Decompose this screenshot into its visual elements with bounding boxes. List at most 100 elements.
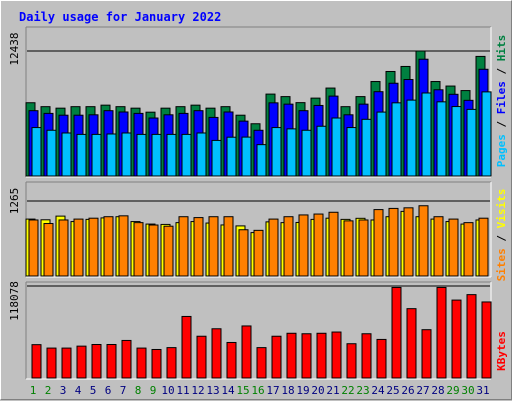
x-tick-label-day-16: 16 xyxy=(251,384,264,397)
bar-pages-day-16 xyxy=(256,144,267,177)
legend-hits-files-pages: Pages / Files / Hits xyxy=(495,35,508,168)
x-tick-label-day-24: 24 xyxy=(371,384,385,397)
bar-pages-day-18 xyxy=(286,128,297,177)
bar-pages-day-10 xyxy=(166,133,177,177)
bar-kbytes-day-21 xyxy=(331,331,342,379)
legend-entry-sites: Sites xyxy=(495,248,508,281)
bar-kbytes-day-9 xyxy=(151,348,162,379)
bar-sites-day-10 xyxy=(163,225,174,277)
bar-pages-day-17 xyxy=(271,127,282,177)
bar-sites-day-24 xyxy=(373,209,384,277)
bar-pages-day-4 xyxy=(76,133,87,177)
y-max-label-visits-sites: 1265 xyxy=(8,188,21,215)
legend-separator: / xyxy=(495,228,508,248)
bar-sites-day-19 xyxy=(298,214,309,277)
bar-kbytes-day-11 xyxy=(181,315,192,379)
bar-sites-day-7 xyxy=(118,215,129,277)
bar-sites-day-2 xyxy=(43,223,54,277)
bar-pages-day-1 xyxy=(31,127,42,177)
bar-pages-day-5 xyxy=(91,133,102,177)
x-tick-label-day-1: 1 xyxy=(30,384,37,397)
bar-kbytes-day-5 xyxy=(91,343,102,379)
bar-sites-day-25 xyxy=(388,207,399,277)
bar-pages-day-15 xyxy=(241,136,252,177)
bar-sites-day-1 xyxy=(28,219,39,277)
bar-pages-day-2 xyxy=(46,129,57,177)
bar-pages-day-3 xyxy=(61,132,72,177)
bar-kbytes-day-17 xyxy=(271,335,282,379)
bar-kbytes-day-27 xyxy=(421,329,432,379)
x-tick-label-day-12: 12 xyxy=(191,384,204,397)
bar-kbytes-day-20 xyxy=(316,332,327,379)
x-tick-label-day-7: 7 xyxy=(120,384,127,397)
y-max-label-kbytes: 118078 xyxy=(8,281,21,321)
bar-sites-day-11 xyxy=(178,216,189,277)
x-tick-label-day-8: 8 xyxy=(135,384,142,397)
bar-sites-day-3 xyxy=(58,219,69,277)
x-tick-label-day-28: 28 xyxy=(431,384,444,397)
bar-pages-day-20 xyxy=(316,125,327,177)
bar-pages-day-13 xyxy=(211,139,222,177)
bar-kbytes-day-26 xyxy=(406,308,417,379)
bar-kbytes-day-1 xyxy=(31,344,42,379)
x-tick-label-day-25: 25 xyxy=(386,384,399,397)
x-tick-label-day-27: 27 xyxy=(416,384,429,397)
bar-kbytes-day-25 xyxy=(391,286,402,379)
bar-sites-day-29 xyxy=(448,218,459,277)
bar-kbytes-day-10 xyxy=(166,347,177,379)
bar-kbytes-day-2 xyxy=(46,347,57,379)
bar-kbytes-day-7 xyxy=(121,339,132,379)
bar-pages-day-24 xyxy=(376,111,387,177)
bar-kbytes-day-15 xyxy=(241,325,252,379)
x-tick-label-day-5: 5 xyxy=(90,384,97,397)
x-tick-label-day-31: 31 xyxy=(476,384,489,397)
bar-pages-day-6 xyxy=(106,133,117,177)
bar-pages-day-19 xyxy=(301,129,312,177)
bar-kbytes-day-19 xyxy=(301,333,312,379)
x-tick-label-day-4: 4 xyxy=(75,384,82,397)
bar-kbytes-day-12 xyxy=(196,335,207,379)
bar-sites-day-22 xyxy=(343,220,354,277)
bar-pages-day-23 xyxy=(361,118,372,177)
legend-separator: / xyxy=(495,114,508,134)
bar-kbytes-day-8 xyxy=(136,347,147,379)
bar-pages-day-8 xyxy=(136,133,147,177)
bar-kbytes-day-31 xyxy=(481,301,492,379)
bar-sites-day-15 xyxy=(238,229,249,277)
bar-pages-day-28 xyxy=(436,101,447,177)
bar-sites-day-12 xyxy=(193,217,204,277)
x-tick-label-day-30: 30 xyxy=(461,384,474,397)
bar-sites-day-18 xyxy=(283,216,294,277)
legend-visits-sites: Sites / Visits xyxy=(495,189,508,282)
x-tick-label-day-29: 29 xyxy=(446,384,459,397)
legend-separator: / xyxy=(495,61,508,81)
bar-pages-day-27 xyxy=(421,92,432,177)
bar-sites-day-8 xyxy=(133,222,144,277)
bar-sites-day-9 xyxy=(148,224,159,277)
bar-sites-day-28 xyxy=(433,216,444,277)
bar-sites-day-31 xyxy=(478,217,489,277)
bar-pages-day-29 xyxy=(451,106,462,177)
bar-pages-day-12 xyxy=(196,132,207,177)
bar-pages-day-26 xyxy=(406,99,417,177)
x-tick-label-day-19: 19 xyxy=(296,384,309,397)
bar-kbytes-day-18 xyxy=(286,332,297,379)
bar-pages-day-31 xyxy=(481,91,492,177)
legend-entry-pages: Pages xyxy=(495,134,508,167)
legend-entry-hits: Hits xyxy=(495,35,508,62)
bar-sites-day-23 xyxy=(358,219,369,277)
bar-sites-day-16 xyxy=(253,229,264,277)
x-tick-label-day-11: 11 xyxy=(176,384,189,397)
bar-kbytes-day-13 xyxy=(211,328,222,379)
legend-kbytes: KBytes xyxy=(495,331,508,371)
x-tick-label-day-26: 26 xyxy=(401,384,414,397)
bar-kbytes-day-29 xyxy=(451,299,462,379)
y-max-label-hits-files-pages: 12438 xyxy=(8,32,21,65)
bar-pages-day-22 xyxy=(346,127,357,177)
bar-pages-day-21 xyxy=(331,117,342,177)
x-tick-label-day-2: 2 xyxy=(45,384,52,397)
x-tick-label-day-3: 3 xyxy=(60,384,67,397)
x-tick-label-day-22: 22 xyxy=(341,384,354,397)
bar-kbytes-day-6 xyxy=(106,343,117,379)
